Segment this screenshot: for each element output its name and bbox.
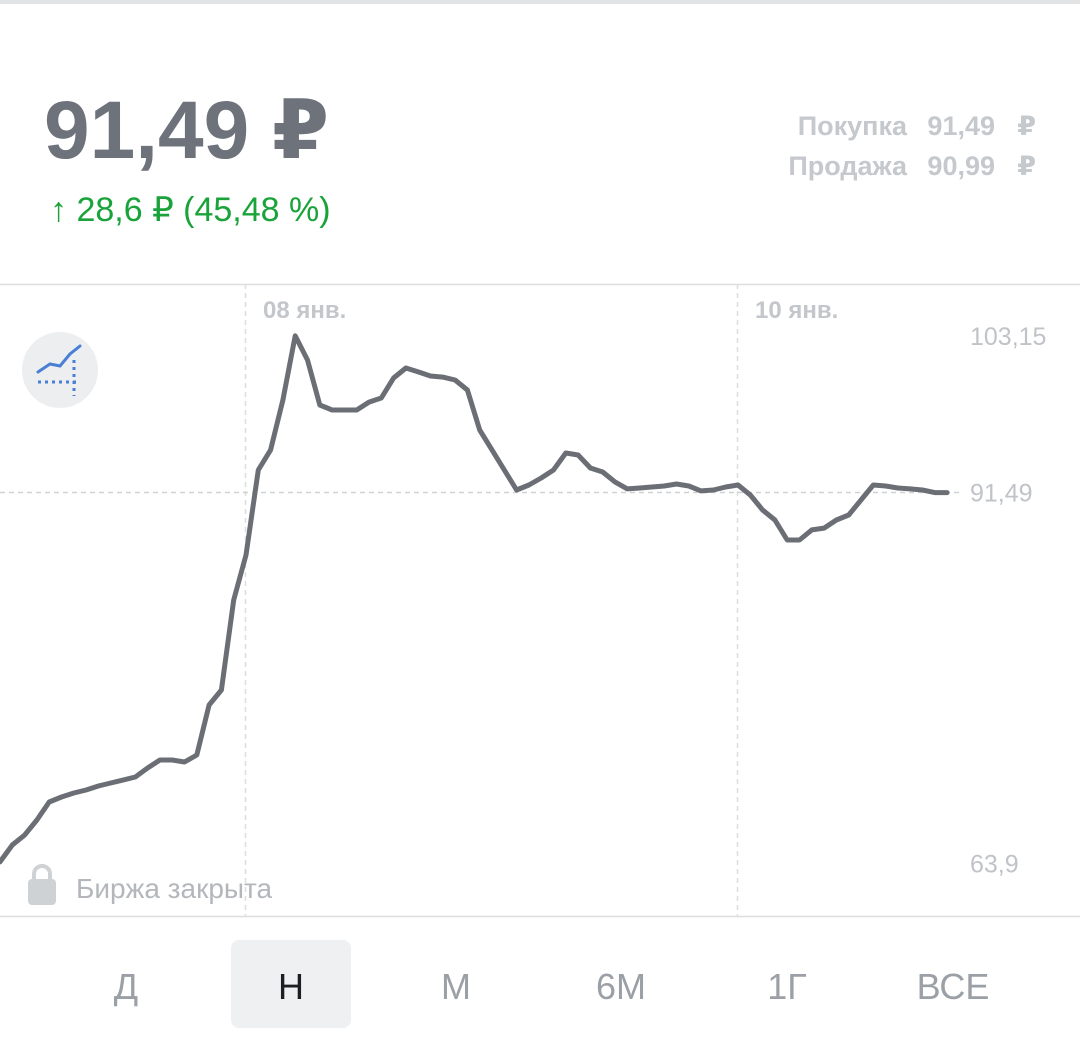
buy-price: 91,49 [927,111,995,141]
price-change: ↑ 28,6 ₽ (45,48 %) [50,191,331,229]
period-selected-bg [231,940,351,1028]
period-button[interactable]: Н [231,940,351,1028]
period-label: 6М [596,966,646,1007]
lock-shackle [32,864,52,880]
buy-currency: ₽ [1017,111,1036,141]
price-line [0,333,950,865]
top-bar [0,0,1080,4]
y-tick-label: 63,9 [970,851,1019,879]
lock-body [28,879,56,905]
sell-currency: ₽ [1017,151,1036,181]
lock-icon [28,864,56,905]
period-label: М [441,966,471,1007]
chart-type-button[interactable] [22,332,98,408]
market-status: Биржа закрыта [76,873,273,904]
period-label: Д [114,966,138,1007]
period-button[interactable]: М [441,966,471,1007]
period-selector: Д Н М 6М 1Г ВСЕ [114,940,990,1028]
y-tick-label: 103,15 [970,323,1046,351]
sell-label: Продажа [788,151,908,181]
period-button[interactable]: 1Г [767,966,807,1007]
button-bg [22,332,98,408]
sell-price: 90,99 [927,151,995,181]
chart: 08 янв. 10 янв. 103,15 91,49 63,9 [0,284,1046,916]
x-tick-label: 08 янв. [263,297,346,324]
period-label: Н [278,966,304,1007]
period-label: 1Г [767,966,807,1007]
icon [36,344,82,374]
period-button[interactable]: ВСЕ [917,966,990,1007]
period-button[interactable]: Д [114,966,138,1007]
buy-label: Покупка [798,111,908,141]
x-tick-label: 10 янв. [755,297,838,324]
period-button[interactable]: 6М [596,966,646,1007]
period-label: ВСЕ [917,966,990,1007]
y-tick-label: 91,49 [970,480,1033,508]
price: 91,49 ₽ [44,85,329,176]
